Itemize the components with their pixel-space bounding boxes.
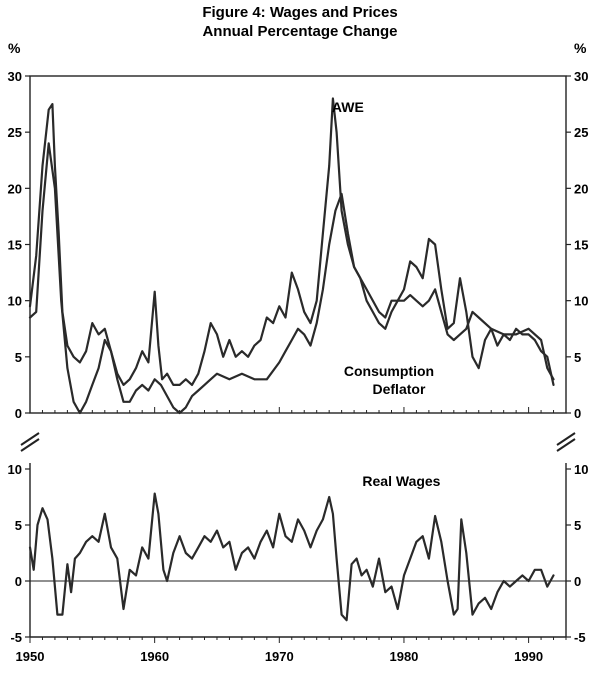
y-tick-label-left: 0 bbox=[15, 406, 22, 421]
x-tick-label: 1980 bbox=[389, 649, 418, 664]
y-tick-label-right: 10 bbox=[574, 294, 588, 309]
series-line-0-0 bbox=[28, 97, 555, 386]
chart-title: Figure 4: Wages and Prices bbox=[202, 4, 397, 21]
y-tick-label-left: -5 bbox=[10, 630, 22, 645]
annotation-label: AWE bbox=[332, 99, 364, 115]
annotation-label: Deflator bbox=[373, 381, 426, 397]
series-lines bbox=[28, 97, 555, 622]
annotation-label: Consumption bbox=[344, 363, 434, 379]
y-tick-label-right: 0 bbox=[574, 406, 581, 421]
axis-break-mark-right bbox=[556, 438, 576, 452]
y-tick-label-left: 25 bbox=[8, 125, 22, 140]
y-unit-left: % bbox=[8, 40, 21, 56]
y-tick-label-left: 10 bbox=[8, 294, 22, 309]
y-tick-label-right: 20 bbox=[574, 181, 588, 196]
plot-frame bbox=[29, 75, 567, 638]
tick-labels: 0 0 5 5 10 10 15 15 20 20 25 25 30 30 -5 -5 0 0 5 5 10 10 1950… bbox=[8, 69, 589, 664]
y-tick-label-left: 0 bbox=[15, 574, 22, 589]
y-tick-label-right: 10 bbox=[574, 462, 588, 477]
axis-break-mark-right bbox=[556, 432, 576, 446]
top-panel-frame bbox=[29, 75, 567, 414]
x-tick-label: 1970 bbox=[265, 649, 294, 664]
axis-break-mark-left bbox=[20, 438, 40, 452]
x-tick-label: 1960 bbox=[140, 649, 169, 664]
annotation-label: Real Wages bbox=[362, 473, 440, 489]
y-tick-label-left: 10 bbox=[8, 462, 22, 477]
y-tick-label-right: 30 bbox=[574, 69, 588, 84]
axis-break-mark-left bbox=[20, 432, 40, 446]
y-tick-label-right: 5 bbox=[574, 518, 581, 533]
y-tick-label-left: 30 bbox=[8, 69, 22, 84]
y-tick-label-right: 25 bbox=[574, 125, 588, 140]
y-tick-label-right: 5 bbox=[574, 350, 581, 365]
y-tick-label-right: 15 bbox=[574, 238, 588, 253]
chart-subtitle: Annual Percentage Change bbox=[202, 23, 397, 40]
series-line-0-1 bbox=[28, 142, 555, 415]
axis-ticks bbox=[25, 75, 571, 643]
y-tick-label-left: 15 bbox=[8, 238, 22, 253]
series-line-1-0 bbox=[28, 492, 555, 622]
annotations: AWE Consumption Deflator Real Wages bbox=[332, 99, 441, 489]
y-tick-label-left: 5 bbox=[15, 350, 22, 365]
y-unit-right: % bbox=[574, 40, 587, 56]
y-tick-label-left: 5 bbox=[15, 518, 22, 533]
x-tick-label: 1990 bbox=[514, 649, 543, 664]
y-tick-label-right: -5 bbox=[574, 630, 586, 645]
y-tick-label-left: 20 bbox=[8, 181, 22, 196]
axis-breaks bbox=[16, 432, 580, 452]
y-tick-label-right: 0 bbox=[574, 574, 581, 589]
x-tick-label: 1950 bbox=[16, 649, 45, 664]
